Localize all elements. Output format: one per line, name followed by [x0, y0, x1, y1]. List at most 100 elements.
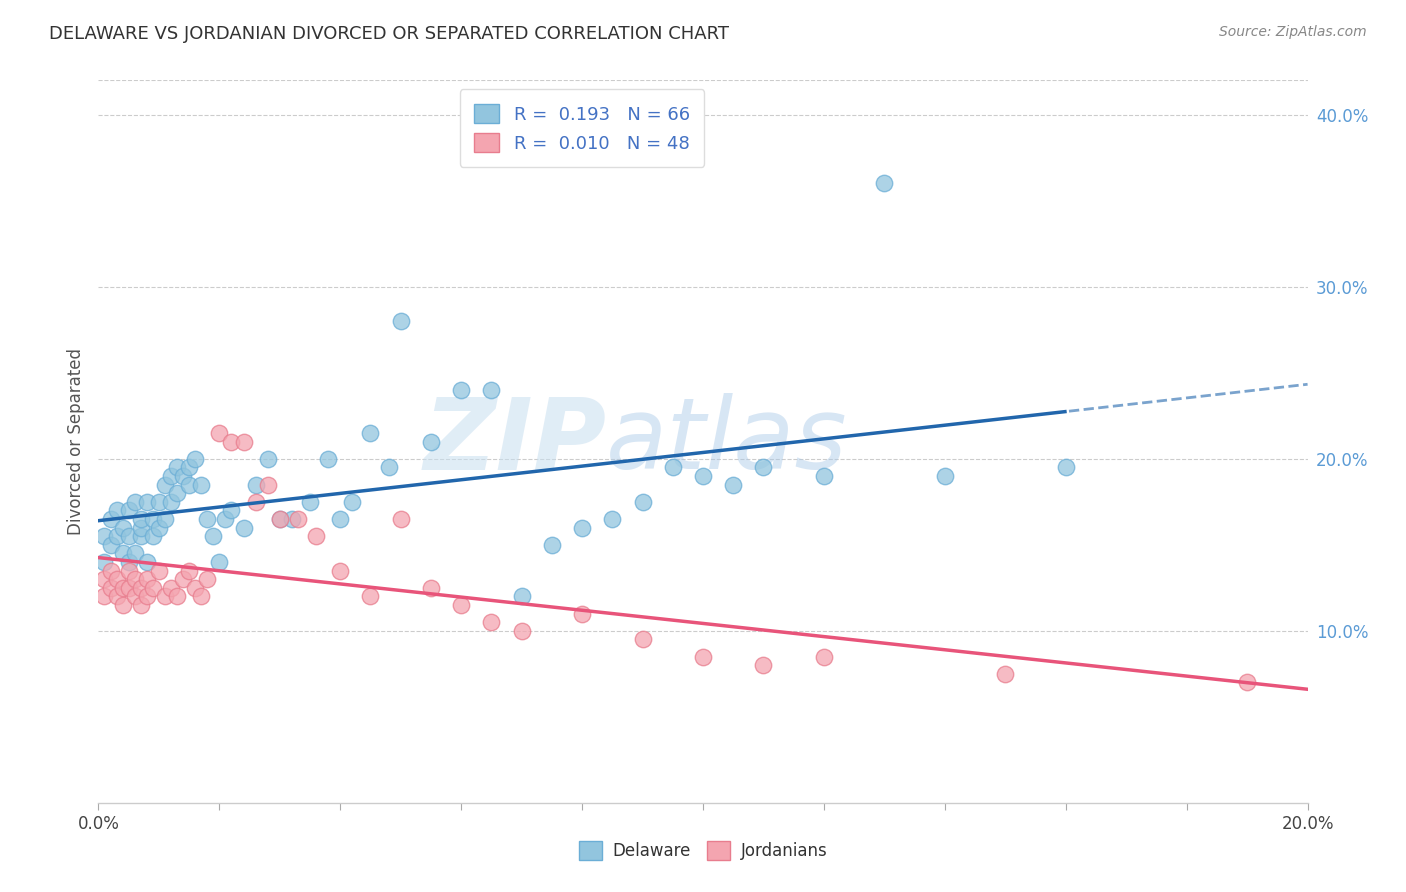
Point [389, 512, 412, 526]
Point [256, 477, 278, 491]
Point [105, 590, 128, 604]
Point [190, 590, 212, 604]
Point [111, 520, 134, 534]
Point [118, 564, 141, 578]
Point [245, 494, 267, 508]
Text: Source: ZipAtlas.com: Source: ZipAtlas.com [1219, 25, 1367, 39]
Point [148, 564, 170, 578]
Point [232, 520, 254, 534]
Point [172, 572, 194, 586]
Point [129, 520, 152, 534]
Point [661, 460, 683, 475]
Text: DELAWARE VS JORDANIAN DIVORCED OR SEPARATED CORRELATION CHART: DELAWARE VS JORDANIAN DIVORCED OR SEPARA… [49, 25, 730, 43]
Point [100, 564, 122, 578]
Point [124, 572, 146, 586]
Point [93, 572, 115, 586]
Point [360, 425, 382, 440]
Point [195, 512, 218, 526]
Point [118, 503, 141, 517]
Point [202, 529, 225, 543]
Point [299, 494, 322, 508]
Point [166, 590, 188, 604]
Point [420, 434, 443, 449]
Point [142, 581, 165, 595]
Point [111, 546, 134, 560]
Point [179, 477, 201, 491]
Point [631, 632, 654, 647]
Point [100, 581, 122, 595]
Point [813, 649, 835, 664]
Point [160, 494, 183, 508]
Point [510, 624, 533, 638]
Point [129, 598, 152, 612]
Point [124, 590, 146, 604]
Point [342, 494, 364, 508]
Point [813, 469, 835, 483]
Point [329, 564, 352, 578]
Point [118, 555, 141, 569]
Point [160, 581, 183, 595]
Point [360, 590, 382, 604]
Point [305, 529, 328, 543]
Point [316, 451, 339, 466]
Point [111, 581, 134, 595]
Point [124, 546, 146, 560]
Point [602, 512, 624, 526]
Point [214, 512, 236, 526]
Point [692, 649, 714, 664]
Point [118, 529, 141, 543]
Point [631, 494, 654, 508]
Point [184, 581, 207, 595]
Point [153, 590, 176, 604]
Point [93, 555, 115, 569]
Point [142, 529, 165, 543]
Point [93, 529, 115, 543]
Point [105, 529, 128, 543]
Point [148, 520, 170, 534]
Point [190, 477, 212, 491]
Point [232, 434, 254, 449]
Point [571, 607, 593, 621]
Point [281, 512, 304, 526]
Point [111, 598, 134, 612]
Point [135, 572, 157, 586]
Point [129, 529, 152, 543]
Point [269, 512, 291, 526]
Point [752, 658, 775, 673]
Point [184, 451, 207, 466]
Text: ZIP: ZIP [423, 393, 606, 490]
Point [166, 486, 188, 500]
Point [510, 590, 533, 604]
Point [208, 555, 231, 569]
Point [1236, 675, 1258, 690]
Point [934, 469, 956, 483]
Point [153, 512, 176, 526]
Point [377, 460, 399, 475]
Point [481, 615, 503, 630]
Point [723, 477, 745, 491]
Point [160, 469, 183, 483]
Point [142, 512, 165, 526]
Y-axis label: Divorced or Separated: Divorced or Separated [66, 348, 84, 535]
Point [245, 477, 267, 491]
Point [105, 503, 128, 517]
Point [179, 564, 201, 578]
Point [1054, 460, 1077, 475]
Point [481, 383, 503, 397]
Point [135, 590, 157, 604]
Point [129, 581, 152, 595]
Point [256, 451, 278, 466]
Point [166, 460, 188, 475]
Point [221, 434, 243, 449]
Point [287, 512, 309, 526]
Point [93, 590, 115, 604]
Point [124, 494, 146, 508]
Point [269, 512, 291, 526]
Point [135, 555, 157, 569]
Point [179, 460, 201, 475]
Point [135, 494, 157, 508]
Point [450, 598, 472, 612]
Point [450, 383, 472, 397]
Point [994, 666, 1017, 681]
Point [873, 177, 896, 191]
